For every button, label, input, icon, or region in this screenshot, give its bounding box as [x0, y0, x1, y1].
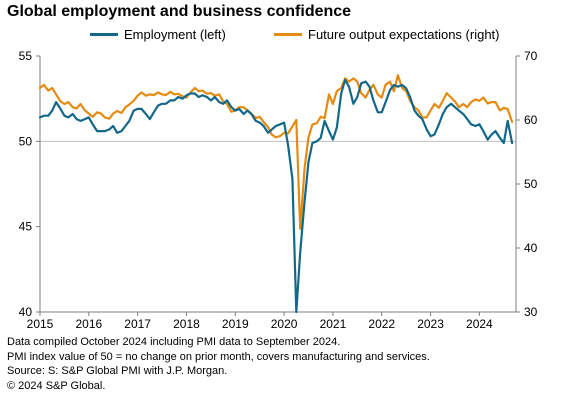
x-tick-label: 2023 — [417, 317, 444, 330]
left-tick-label: 45 — [19, 220, 33, 234]
x-tick-label: 2019 — [222, 317, 249, 330]
legend-label-future-output: Future output expectations (right) — [308, 27, 500, 42]
legend-label-employment: Employment (left) — [124, 27, 226, 42]
series-layer — [38, 74, 514, 314]
legend-item-future-output: Future output expectations (right) — [274, 27, 500, 42]
right-tick-label: 50 — [524, 177, 538, 191]
series-line-employment — [38, 78, 514, 314]
left-tick-label: 55 — [19, 49, 33, 63]
footer-note-compiled: Data compiled October 2024 including PMI… — [7, 336, 341, 348]
left-tick-label: 50 — [19, 134, 33, 148]
footer-copyright: © 2024 S&P Global. — [7, 379, 106, 392]
right-tick-label: 70 — [524, 49, 538, 63]
legend-swatch-employment — [90, 33, 118, 36]
x-tick-label: 2017 — [124, 317, 151, 330]
x-tick-label: 2016 — [75, 317, 102, 330]
line-chart: 40 45 50 55 30 40 50 60 70 2015 2016 2017 2018 2019 20… — [19, 49, 538, 330]
footer-note-index: PMI index value of 50 = no change on pri… — [7, 350, 430, 363]
x-tick-label: 2018 — [173, 317, 200, 330]
chart-title: Global employment and business confidenc… — [7, 3, 352, 20]
right-tick-label: 30 — [524, 305, 538, 319]
x-tick-label: 2021 — [320, 317, 347, 330]
chart-footer: Data compiled October 2024 including PMI… — [7, 335, 430, 393]
legend-swatch-future-output — [274, 33, 302, 36]
footer-source: Source: S: S&P Global PMI with J.P. Morg… — [7, 365, 228, 377]
x-tick-label: 2022 — [368, 317, 395, 330]
axes-layer: 40 45 50 55 30 40 50 60 70 2015 2016 2017 2018 2019 20… — [19, 49, 538, 330]
x-tick-label: 2024 — [466, 317, 493, 330]
chart-legend: Employment (left) Future output expectat… — [0, 27, 564, 45]
left-tick-label: 40 — [19, 305, 33, 319]
series-line-future-output — [38, 74, 514, 230]
right-tick-label: 60 — [524, 113, 538, 127]
right-tick-label: 40 — [524, 241, 538, 255]
x-tick-label: 2020 — [271, 317, 298, 330]
x-tick-label: 2015 — [27, 317, 54, 330]
legend-item-employment: Employment (left) — [90, 27, 226, 42]
